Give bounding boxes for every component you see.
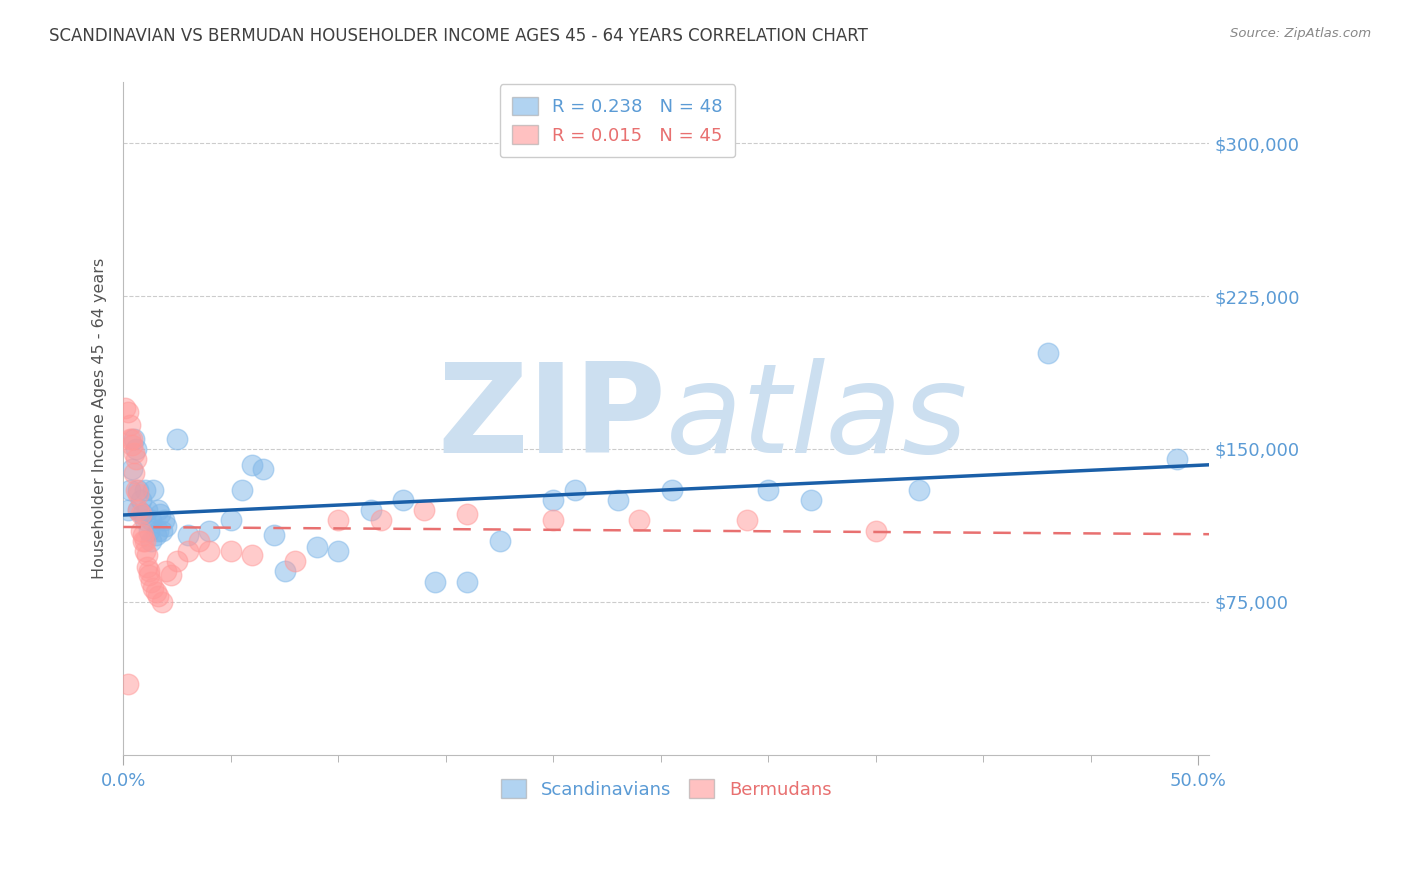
Point (1036, 346, 1059, 360)
Point (865, 524, 887, 538)
Point (129, 493, 152, 508)
Text: ZIP: ZIP (437, 358, 666, 479)
Point (136, 503, 159, 517)
Point (134, 483, 156, 497)
Point (166, 554, 188, 568)
Point (121, 432, 143, 446)
Point (273, 565, 295, 579)
Point (908, 483, 931, 497)
Point (125, 483, 148, 497)
Point (284, 554, 307, 568)
Point (423, 574, 446, 589)
Point (131, 508, 153, 522)
Point (129, 508, 152, 522)
Point (360, 503, 382, 517)
Point (735, 513, 758, 527)
Point (166, 432, 188, 446)
Point (121, 462, 143, 476)
Point (141, 533, 163, 548)
Point (1166, 452, 1188, 467)
Point (125, 442, 148, 456)
Point (127, 483, 149, 497)
Point (413, 503, 436, 517)
Point (155, 519, 177, 533)
Point (146, 589, 169, 603)
Point (117, 405, 139, 419)
Point (136, 560, 159, 574)
Point (125, 452, 148, 467)
Text: Source: ZipAtlas.com: Source: ZipAtlas.com (1230, 27, 1371, 40)
Point (240, 458, 263, 473)
Point (117, 503, 139, 517)
Point (145, 584, 167, 599)
Point (758, 483, 780, 497)
Point (392, 493, 415, 508)
Point (138, 524, 160, 538)
Point (142, 581, 165, 595)
Point (150, 524, 173, 538)
Y-axis label: Householder Income Ages 45 - 64 years: Householder Income Ages 45 - 64 years (93, 258, 107, 579)
Point (150, 595, 173, 609)
Point (127, 487, 149, 501)
Point (131, 527, 153, 541)
Point (177, 527, 200, 541)
Point (177, 544, 200, 558)
Point (187, 533, 209, 548)
Point (142, 483, 165, 497)
Point (129, 524, 152, 538)
Point (118, 417, 141, 432)
Point (146, 503, 169, 517)
Point (263, 527, 285, 541)
Point (219, 513, 242, 527)
Point (122, 467, 145, 481)
Point (146, 524, 169, 538)
Point (118, 432, 141, 446)
Point (153, 513, 176, 527)
Point (118, 483, 141, 497)
Point (122, 432, 145, 446)
Point (134, 513, 156, 527)
Point (145, 527, 167, 541)
Point (370, 513, 392, 527)
Point (131, 533, 153, 548)
Legend: Scandinavians, Bermudans: Scandinavians, Bermudans (486, 765, 846, 814)
Point (149, 508, 172, 522)
Text: atlas: atlas (666, 358, 969, 479)
Point (628, 513, 651, 527)
Point (134, 533, 156, 548)
Point (543, 513, 565, 527)
Point (305, 540, 328, 554)
Point (456, 508, 478, 522)
Point (328, 544, 350, 558)
Point (198, 544, 221, 558)
Point (138, 565, 160, 579)
Point (198, 524, 221, 538)
Point (661, 483, 683, 497)
Text: SCANDINAVIAN VS BERMUDAN HOUSEHOLDER INCOME AGES 45 - 64 YEARS CORRELATION CHART: SCANDINAVIAN VS BERMUDAN HOUSEHOLDER INC… (49, 27, 868, 45)
Point (606, 493, 628, 508)
Point (252, 462, 274, 476)
Point (800, 493, 823, 508)
Point (543, 493, 565, 508)
Point (231, 483, 253, 497)
Point (141, 513, 163, 527)
Point (155, 565, 177, 579)
Point (219, 544, 242, 558)
Point (564, 483, 586, 497)
Point (121, 438, 143, 452)
Point (456, 574, 478, 589)
Point (159, 568, 181, 582)
Point (488, 533, 510, 548)
Point (114, 401, 136, 416)
Point (122, 446, 145, 460)
Point (134, 544, 156, 558)
Point (127, 503, 149, 517)
Point (141, 574, 163, 589)
Point (138, 568, 160, 582)
Point (240, 548, 263, 562)
Point (328, 513, 350, 527)
Point (127, 503, 149, 517)
Point (136, 548, 159, 562)
Point (117, 676, 139, 690)
